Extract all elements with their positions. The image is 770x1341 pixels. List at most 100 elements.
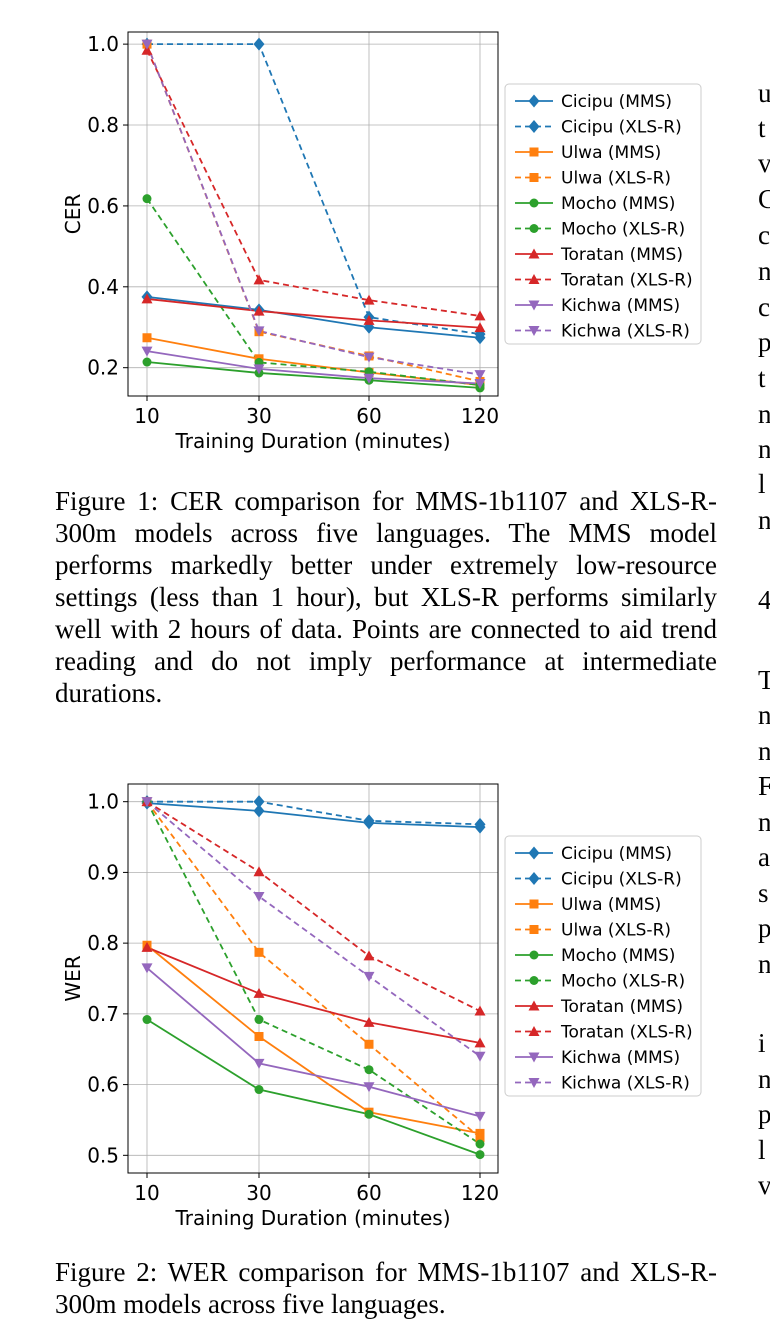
legend-label-9: Kichwa (XLS-R) xyxy=(561,322,690,342)
series-8-point-1 xyxy=(253,364,265,375)
y-tick-label: 1.0 xyxy=(87,790,119,814)
legend-marker-1 xyxy=(528,120,540,133)
y-tick-label: 0.7 xyxy=(87,1002,119,1026)
right-column-fragment: n xyxy=(758,505,770,535)
y-axis-label: WER xyxy=(61,955,85,1001)
series-line-1 xyxy=(147,800,481,826)
series-5-point-0 xyxy=(142,194,152,204)
legend-marker-0 xyxy=(528,94,540,108)
x-axis-label: Training Duration (minutes) xyxy=(174,1206,450,1230)
series-4-point-1 xyxy=(254,1085,264,1095)
right-column-fragment: v xyxy=(758,148,770,178)
series-7-point-1 xyxy=(253,866,265,877)
series-line-7 xyxy=(146,49,481,317)
plot-frame xyxy=(127,783,499,1174)
legend-label-7: Toratan (XLS-R) xyxy=(560,1023,693,1043)
series-9-point-1 xyxy=(253,326,265,337)
legend-label-3: Ulwa (XLS-R) xyxy=(561,169,671,189)
y-tick-label: 0.4 xyxy=(87,275,119,299)
series-7-point-0 xyxy=(141,44,153,55)
legend-marker-3 xyxy=(529,173,539,182)
wer-chart: 0.5 0.6 0.7 0.8 0.9 1.0 10 30 60 120 Training Dura… xyxy=(61,783,702,1230)
legend-label-8: Kichwa (MMS) xyxy=(561,296,680,316)
y-tick-label: 0.6 xyxy=(87,194,119,218)
legend-marker-2 xyxy=(529,147,539,157)
right-column-fragment: n xyxy=(758,700,770,730)
right-column-fragment: c xyxy=(758,292,770,322)
y-tick-label: 1.0 xyxy=(87,32,119,56)
series-line-3 xyxy=(146,801,481,1139)
legend-label-6: Toratan (MMS) xyxy=(560,997,683,1017)
series-8-point-2 xyxy=(363,1082,375,1093)
series-0-point-1 xyxy=(253,804,265,818)
series-7-point-3 xyxy=(474,1005,486,1016)
y-tick-label: 0.6 xyxy=(87,1073,119,1097)
series-9-point-3 xyxy=(474,1051,486,1062)
series-5-point-3 xyxy=(475,1139,485,1149)
right-column-fragment: t xyxy=(758,113,766,143)
series-1-point-1 xyxy=(253,37,265,51)
series-9-point-3 xyxy=(474,370,486,381)
series-6-point-3 xyxy=(474,322,486,333)
series-line-8 xyxy=(146,967,481,1118)
legend-marker-8 xyxy=(528,300,540,311)
series-6-point-0 xyxy=(141,941,153,952)
legend-label-2: Ulwa (MMS) xyxy=(561,143,661,163)
legend-label-7: Toratan (XLS-R) xyxy=(560,271,693,291)
series-8-point-0 xyxy=(141,963,153,974)
right-column-fragment: p xyxy=(758,1099,770,1129)
x-tick-label: 10 xyxy=(134,404,159,428)
series-line-6 xyxy=(146,946,481,1044)
series-9-point-0 xyxy=(141,39,153,50)
series-line-3 xyxy=(146,43,481,383)
legend-box xyxy=(504,83,702,345)
series-5-point-2 xyxy=(364,1065,374,1075)
right-column-fragment: n xyxy=(758,736,770,766)
legend-label-8: Kichwa (MMS) xyxy=(561,1048,680,1068)
series-line-5 xyxy=(146,198,481,386)
right-column-fragment: n xyxy=(758,1064,770,1094)
plot-frame xyxy=(127,31,499,397)
legend-marker-7 xyxy=(528,1026,540,1036)
series-6-point-2 xyxy=(363,314,375,325)
legend-label-1: Cicipu (XLS-R) xyxy=(561,870,682,890)
series-4-point-2 xyxy=(364,1109,374,1119)
legend-label-9: Kichwa (XLS-R) xyxy=(561,1074,690,1094)
legend-marker-5 xyxy=(529,224,539,233)
legend-marker-4 xyxy=(529,950,539,960)
series-line-4 xyxy=(146,1018,481,1156)
right-column-fragment: u xyxy=(758,78,770,108)
right-column-fragment: v xyxy=(758,1170,770,1200)
right-column-fragment: F xyxy=(758,771,770,801)
legend-marker-7 xyxy=(528,274,540,284)
y-tick-label: 0.2 xyxy=(87,356,119,380)
series-9-point-2 xyxy=(363,352,375,363)
series-line-4 xyxy=(146,361,481,389)
right-column-fragment: a xyxy=(758,842,770,872)
series-1-point-3 xyxy=(474,817,486,831)
legend-label-6: Toratan (MMS) xyxy=(560,245,683,265)
series-line-7 xyxy=(146,800,481,1012)
right-column-fragment: n xyxy=(758,807,770,837)
series-2-point-1 xyxy=(254,1031,264,1041)
legend-box xyxy=(504,835,702,1097)
figure1-caption: Figure 1: CER comparison for MMS-1b1107 … xyxy=(55,486,717,708)
series-8-point-3 xyxy=(474,1111,486,1122)
x-tick-label: 30 xyxy=(246,1181,271,1205)
legend-label-0: Cicipu (MMS) xyxy=(561,92,672,112)
right-column-fragment: T xyxy=(758,665,770,695)
legend-marker-9 xyxy=(528,326,540,336)
legend-label-5: Mocho (XLS-R) xyxy=(561,220,685,240)
legend-marker-6 xyxy=(528,248,540,259)
legend-label-2: Ulwa (MMS) xyxy=(561,895,661,915)
series-1-point-1 xyxy=(253,795,265,809)
series-6-point-1 xyxy=(253,987,265,998)
y-tick-label: 0.8 xyxy=(87,931,119,955)
legend-label-5: Mocho (XLS-R) xyxy=(561,972,685,992)
legend-marker-9 xyxy=(528,1078,540,1088)
series-7-point-2 xyxy=(363,950,375,961)
series-8-point-0 xyxy=(141,346,153,357)
legend-marker-1 xyxy=(528,872,540,885)
legend-marker-6 xyxy=(528,1000,540,1011)
